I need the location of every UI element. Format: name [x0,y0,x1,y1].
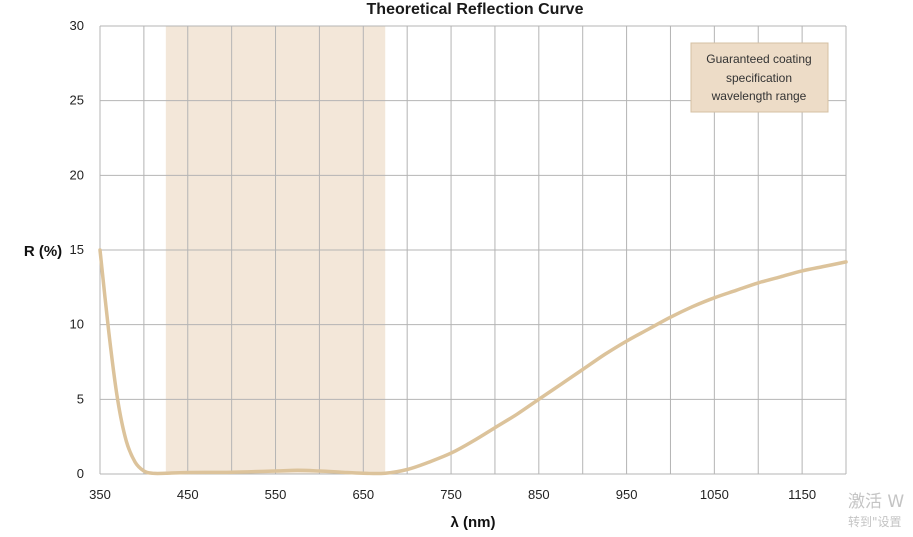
legend-text-line-3: wavelength range [711,89,807,103]
legend-text-line-1: Guaranteed coating [706,52,811,66]
x-tick-label: 650 [352,487,374,502]
y-axis-label: R (%) [24,243,62,260]
x-axis-label: λ (nm) [451,514,496,531]
chart-title: Theoretical Reflection Curve [367,1,584,18]
series-layer [98,248,848,476]
y-tick-label: 30 [70,18,84,33]
legend-swatch-box [690,42,829,113]
x-tick-label: 1050 [700,487,729,502]
watermark-line-1: 激活 W [848,492,905,512]
legend: Guaranteed coating specification wavelen… [690,42,829,113]
reflection-curve [98,248,848,476]
y-tick-label: 25 [70,93,84,108]
y-tick-label: 15 [70,242,84,257]
tick-labels-layer: 350 450 550 650 750 850 950 1050 1150 0 5 10 15 20 25 3… [70,18,817,502]
y-tick-label: 5 [77,391,84,406]
y-tick-label: 0 [77,466,84,481]
x-tick-label: 450 [177,487,199,502]
watermark-line-2: 转到"设置 [848,515,902,529]
x-tick-label: 950 [616,487,638,502]
y-tick-label: 20 [70,167,84,182]
x-tick-label: 550 [265,487,287,502]
x-tick-label: 350 [89,487,111,502]
x-tick-label: 750 [440,487,462,502]
x-tick-label: 1150 [788,487,816,502]
y-tick-label: 10 [70,317,84,332]
x-tick-label: 850 [528,487,550,502]
legend-text-line-2: specification [726,71,792,85]
